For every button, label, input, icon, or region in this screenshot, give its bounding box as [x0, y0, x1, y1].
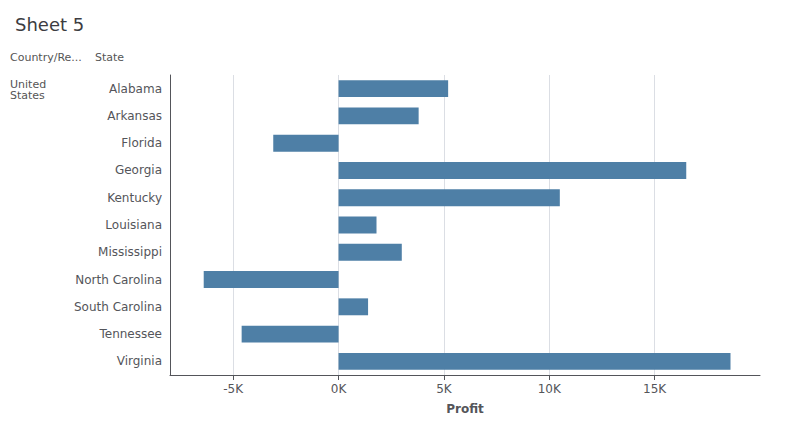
svg-text:Virginia: Virginia — [117, 354, 162, 368]
svg-text:5K: 5K — [436, 382, 453, 396]
svg-text:Georgia: Georgia — [115, 163, 162, 177]
svg-text:0K: 0K — [331, 382, 348, 396]
svg-text:Tennessee: Tennessee — [98, 327, 162, 341]
svg-text:Arkansas: Arkansas — [107, 109, 162, 123]
svg-text:Kentucky: Kentucky — [107, 191, 162, 205]
svg-text:-5K: -5K — [223, 382, 244, 396]
svg-text:States: States — [10, 89, 45, 102]
svg-text:United: United — [10, 78, 47, 91]
svg-text:Mississippi: Mississippi — [98, 245, 162, 259]
svg-text:10K: 10K — [538, 382, 562, 396]
svg-text:North Carolina: North Carolina — [75, 273, 162, 287]
svg-text:Sheet 5: Sheet 5 — [15, 14, 84, 35]
svg-text:Louisiana: Louisiana — [105, 218, 162, 232]
svg-text:Florida: Florida — [121, 136, 162, 150]
svg-text:Alabama: Alabama — [109, 82, 162, 96]
svg-text:15K: 15K — [643, 382, 667, 396]
svg-text:Country/Re...: Country/Re... — [10, 51, 82, 64]
svg-text:Profit: Profit — [446, 402, 484, 416]
svg-text:South Carolina: South Carolina — [74, 300, 162, 314]
svg-text:State: State — [95, 51, 124, 64]
